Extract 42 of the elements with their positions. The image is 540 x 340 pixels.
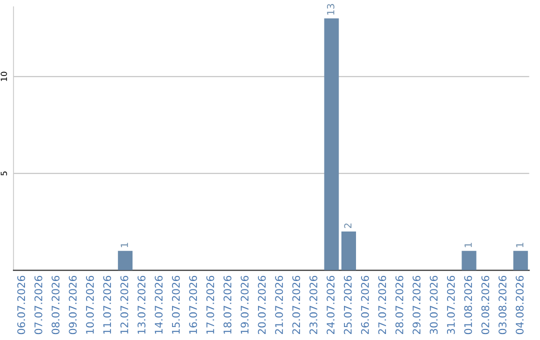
data-label: 1 (120, 242, 128, 248)
x-tick-label: 19.07.2026 (240, 276, 249, 334)
bar (462, 250, 476, 270)
data-label: 2 (344, 224, 352, 228)
x-tick-label: 02.08.2026 (481, 276, 490, 334)
x-tick-label: 13.07.2026 (138, 276, 146, 334)
data-label: 13 (326, 4, 334, 15)
bar (324, 18, 339, 270)
x-tick-label: 23.07.2026 (309, 276, 318, 334)
x-tick-label: 03.08.2026 (498, 276, 506, 334)
x-tick-label: 11.07.2026 (103, 276, 112, 334)
y-tick-label: 10 (0, 72, 8, 81)
bar (513, 250, 528, 270)
x-tick-label: 04.08.2026 (516, 276, 524, 334)
x-tick-label: 10.07.2026 (86, 276, 94, 334)
x-tick-label: 09.07.2026 (68, 276, 77, 334)
x-tick-label: 14.07.2026 (154, 276, 163, 334)
x-tick-label: 31.07.2026 (446, 276, 455, 334)
x-tick-label: 20.07.2026 (258, 276, 266, 334)
x-tick-label: 30.07.2026 (430, 276, 438, 334)
data-label: 1 (516, 242, 524, 248)
x-tick-label: 12.07.2026 (120, 276, 128, 334)
x-tick-label: 18.07.2026 (224, 276, 232, 334)
x-tick-label: 16.07.2026 (189, 276, 198, 334)
x-tick-label: 22.07.2026 (292, 276, 300, 334)
x-tick-label: 15.07.2026 (172, 276, 180, 334)
bar (118, 250, 133, 270)
x-tick-label: 17.07.2026 (206, 276, 214, 334)
data-label: 1 (464, 242, 472, 248)
x-tick-label: 07.07.2026 (34, 276, 42, 334)
x-tick-label: 26.07.2026 (361, 276, 369, 334)
x-tick-label: 21.07.2026 (275, 276, 283, 334)
x-tick-label: 06.07.2026 (17, 276, 26, 334)
x-tick-label: 25.07.2026 (344, 276, 352, 334)
bar (341, 232, 356, 270)
x-tick-label: 08.07.2026 (52, 276, 60, 334)
x-tick-label: 24.07.2026 (326, 276, 335, 334)
y-tick-label: 5 (0, 172, 8, 176)
x-tick-label: 01.08.2026 (464, 276, 472, 334)
x-tick-label: 28.07.2026 (395, 276, 404, 334)
x-tick-label: 27.07.2026 (378, 276, 386, 334)
x-tick-label: 29.07.2026 (412, 276, 420, 334)
